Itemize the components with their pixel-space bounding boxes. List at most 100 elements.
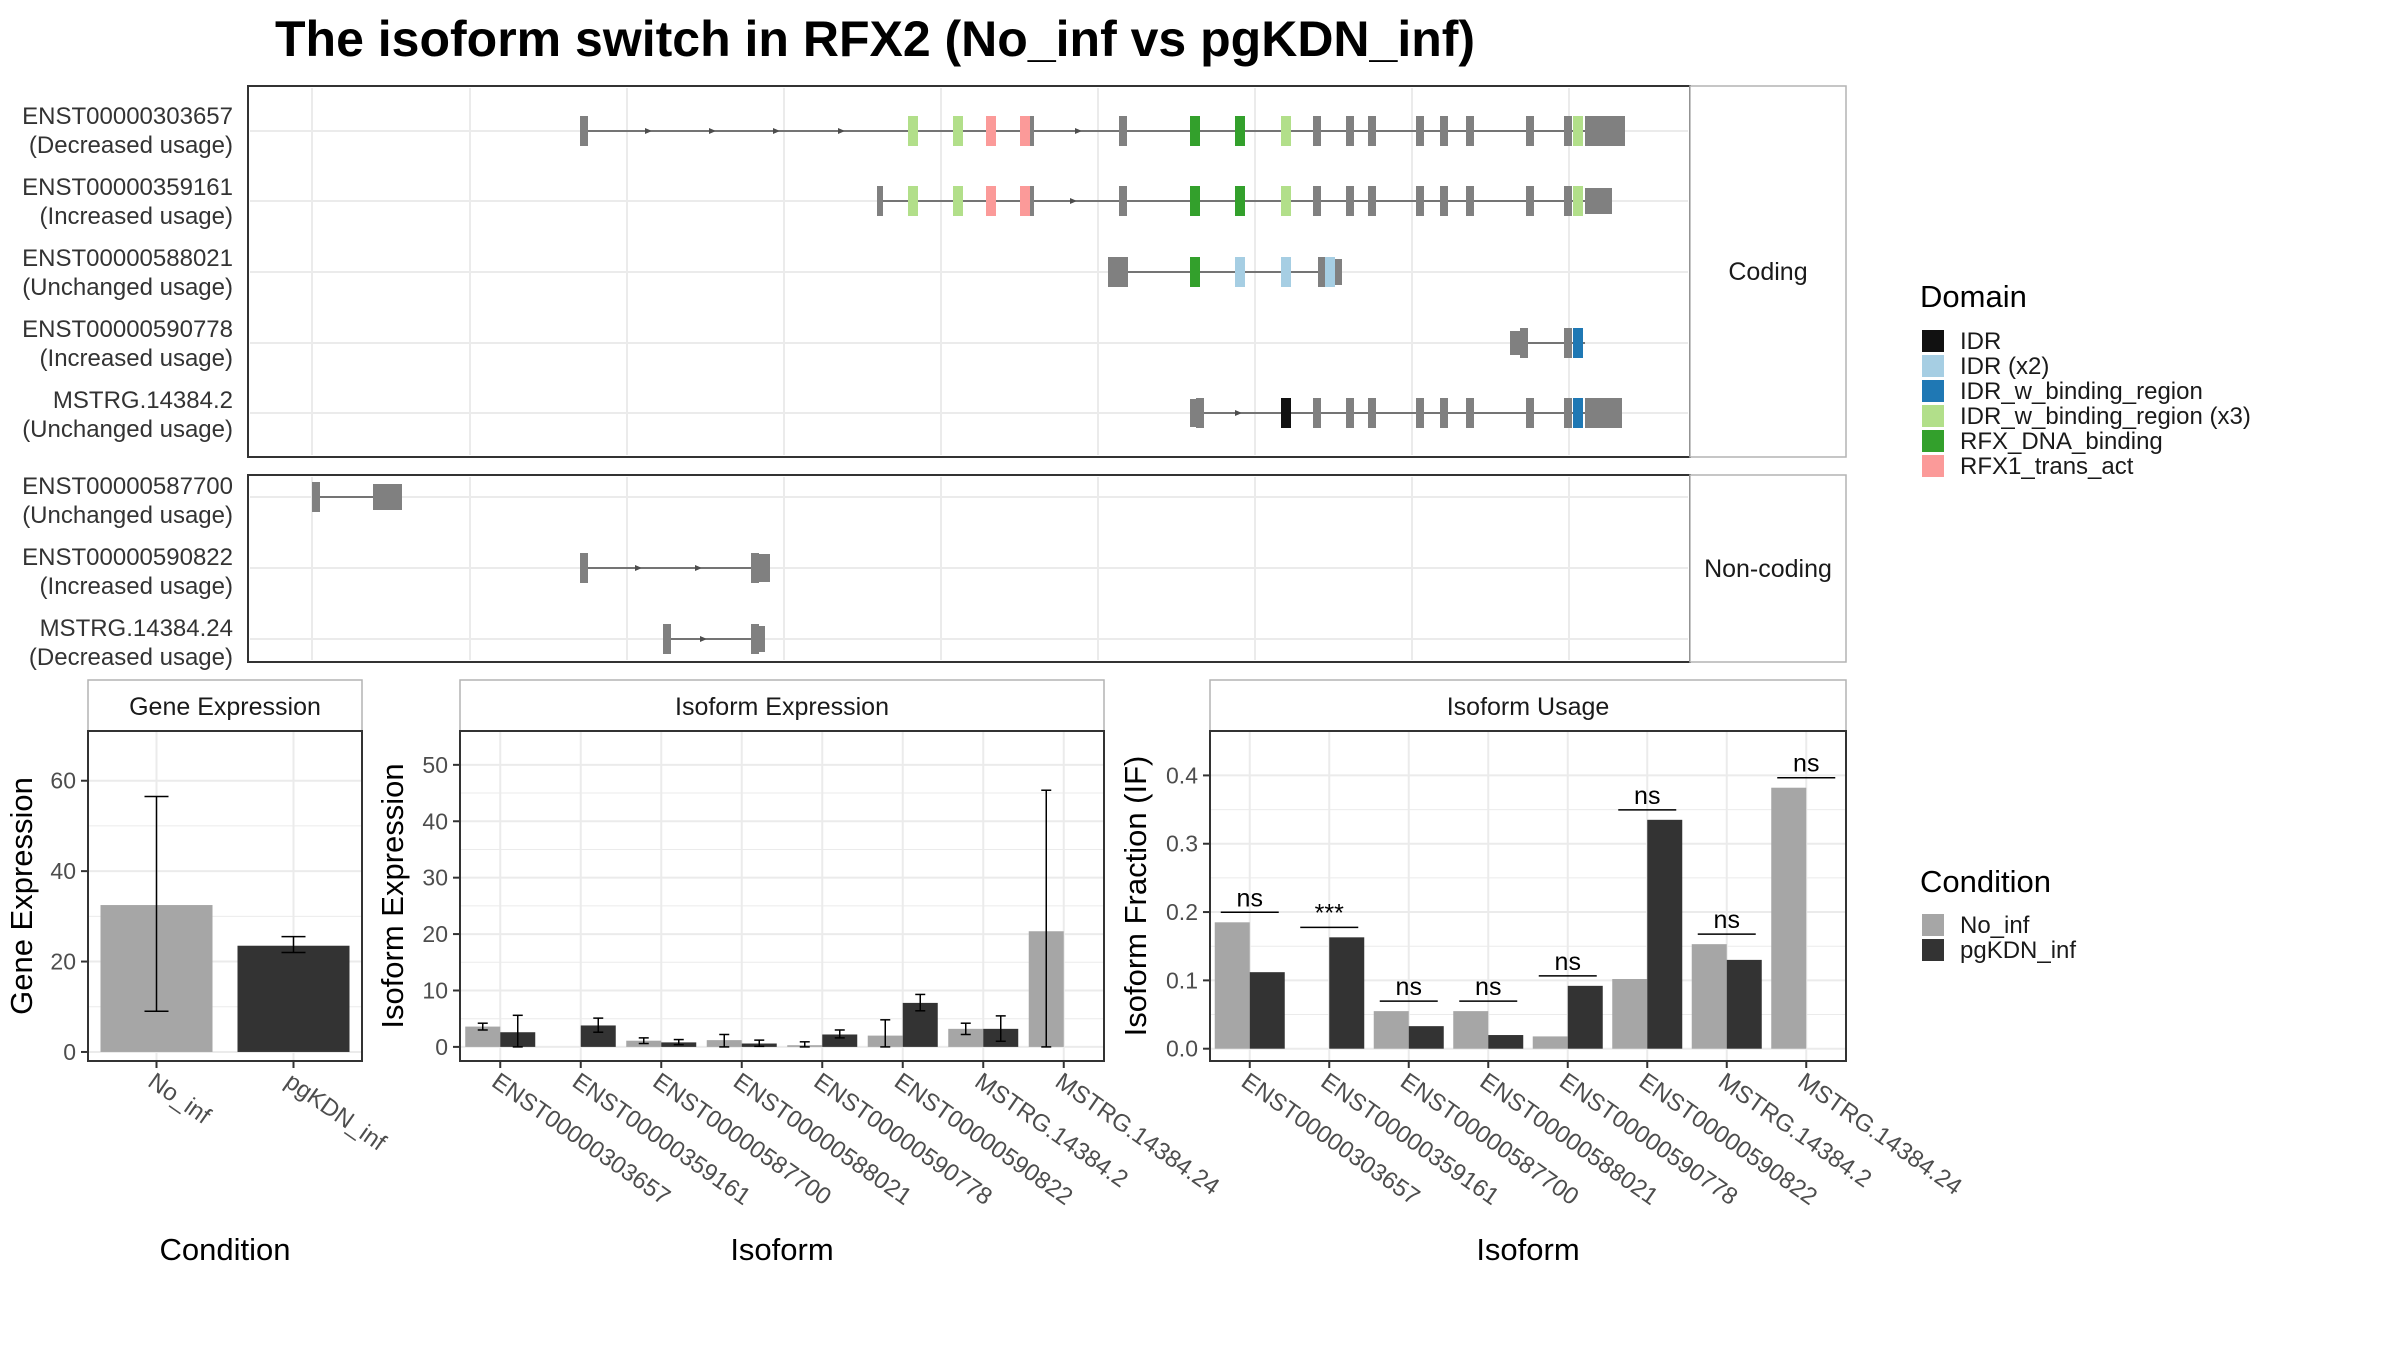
bar [1612,979,1648,1049]
y-tick-label: 10 [422,977,448,1003]
exon-block [1416,116,1424,146]
legend-label: pgKDN_inf [1960,937,2076,964]
domain-block [1281,257,1291,287]
utr-block [1190,399,1198,427]
legend-label: RFX1_trans_act [1960,453,2134,480]
exon-block [1466,398,1474,428]
utr-block [877,186,883,216]
domain-block [1281,398,1291,428]
exon-block [312,482,320,512]
domain-block [908,116,918,146]
isoform-id-label: ENST00000590822 [22,544,233,571]
exon-block [1526,116,1534,146]
exon-block [1416,186,1424,216]
bar [822,1034,858,1047]
isoform-usage-strip-label: Isoform Usage [1447,693,1610,721]
gene-expression-strip-label: Gene Expression [129,693,321,721]
domain-block [1235,257,1245,287]
strand-arrow [709,128,716,134]
exon-block [1313,186,1321,216]
exon-block [1196,398,1204,428]
strand-arrow [700,636,707,642]
isoform-usage-panel: Isoform Usage Isoform Fraction (IF) Isof… [1118,679,1967,1267]
isoform-id-label: ENST00000359161 [22,174,233,201]
exon-block [1313,116,1321,146]
isoform-usage-label: (Increased usage) [40,573,233,600]
legend-key [1922,939,1944,961]
isoform-id-label: ENST00000303657 [22,103,233,130]
legend-label: RFX_DNA_binding [1960,428,2163,455]
exon-block [1564,186,1572,216]
bar [1408,1026,1444,1049]
significance-label: *** [1315,899,1344,927]
gene-expression-x-axis-title: Condition [160,1232,291,1267]
legend-key [1922,355,1944,377]
noncoding-isoform-labels: ENST00000587700 (Unchanged usage) ENST00… [22,473,233,671]
strand-arrow [695,565,702,571]
domain-block [953,116,963,146]
y-tick-label: 0.4 [1166,762,1198,788]
legend-label: IDR [1960,328,2001,355]
exon-block [751,553,759,583]
exon-block [580,553,588,583]
utr-block [1030,186,1034,216]
x-tick-label: No_inf [143,1068,216,1130]
legend-key [1922,405,1944,427]
strand-arrow [1075,128,1082,134]
significance-label: ns [1475,973,1501,1001]
bar [1249,972,1285,1049]
isoform-expression-y-axis-title: Isoform Expression [375,763,410,1028]
utr-block [1585,116,1625,146]
isoform-id-label: ENST00000588021 [22,245,233,272]
exon-block [1346,116,1354,146]
legend-key [1922,330,1944,352]
bar [1329,937,1365,1049]
y-tick-label: 0.1 [1166,967,1198,993]
y-tick-label: 20 [50,949,76,975]
isoform-id-label: ENST00000587700 [22,473,233,500]
coding-strip [1689,85,1847,458]
strand-arrow [1235,410,1242,416]
legend-label: IDR_w_binding_region (x3) [1960,403,2251,430]
coding-strip-label: Coding [1728,258,1807,286]
isoform-usage-label: (Unchanged usage) [22,274,233,301]
y-tick-label: 50 [422,752,448,778]
exon-block [1526,398,1534,428]
domain-block [1235,186,1245,216]
figure-title: The isoform switch in RFX2 (No_inf vs pg… [275,11,1475,67]
exon-block [1440,398,1448,428]
isoform-usage-label: (Unchanged usage) [22,416,233,443]
domain-block [1573,186,1583,216]
gene-expression-strip [87,679,363,732]
utr-block [1585,398,1622,428]
isoform-usage-strip [1209,679,1847,732]
domain-block [1573,398,1583,428]
legend-label: No_inf [1960,912,2030,939]
exon-block [1466,116,1474,146]
bar [465,1026,501,1047]
significance-label: ns [1237,884,1263,912]
domain-block [908,186,918,216]
bar [1214,922,1250,1049]
bar [1532,1036,1568,1049]
bar [1771,787,1807,1049]
bar [1647,819,1683,1049]
y-tick-label: 20 [422,921,448,947]
legend-key [1922,430,1944,452]
bar [1691,944,1727,1049]
isoform-usage-label: (Decreased usage) [29,132,233,159]
strand-arrow [635,565,642,571]
domain-block [1020,116,1030,146]
domain-block [1190,186,1200,216]
y-tick-label: 30 [422,865,448,891]
strand-arrow [773,128,780,134]
exon-block [1520,328,1528,358]
isoform-id-label: MSTRG.14384.24 [40,615,233,642]
exon-block [1119,186,1127,216]
exon-block [1346,398,1354,428]
exon-block [1368,116,1376,146]
exon-block [1416,398,1424,428]
domain-block [1190,116,1200,146]
